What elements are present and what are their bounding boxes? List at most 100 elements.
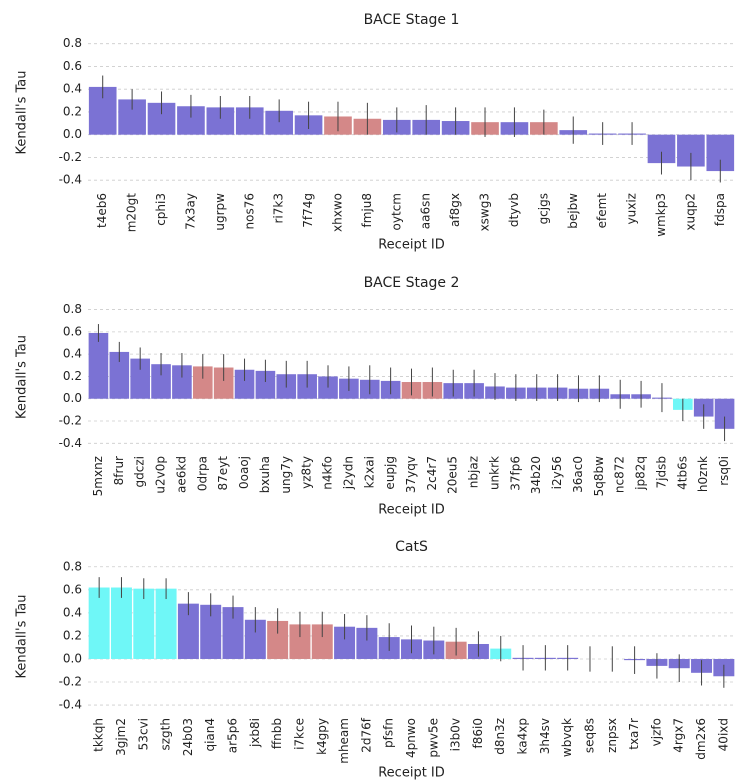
- x-tick-label: nc872: [613, 456, 627, 493]
- x-tick-label: 4tb6s: [675, 456, 689, 490]
- bar: [234, 369, 255, 399]
- x-tick-label: xhxwo: [330, 193, 344, 232]
- x-tick-label: xuqp2: [683, 193, 697, 231]
- x-tick-label: 24b03: [181, 718, 195, 756]
- y-tick-label: 0.0: [63, 127, 82, 141]
- x-tick-label: wbvqk: [560, 718, 574, 757]
- bar: [130, 358, 150, 399]
- x-tick-label: bxuha: [258, 456, 272, 493]
- bar: [88, 587, 110, 659]
- x-tick-label: k2xai: [362, 456, 376, 488]
- x-tick-label: 36ac0: [571, 456, 585, 493]
- x-tick-label: ka4xp: [516, 718, 530, 754]
- x-tick-label: gdczi: [133, 456, 147, 487]
- x-tick-label: ri7k3: [272, 193, 286, 224]
- x-tick-label: qian4: [203, 718, 217, 752]
- x-tick-label: ar5p6: [226, 718, 240, 753]
- bar: [200, 604, 222, 659]
- x-tick-label: 0drpa: [195, 456, 209, 491]
- x-tick-label: yuxiz: [625, 193, 639, 224]
- x-tick-label: wmkp3: [654, 193, 668, 237]
- x-tick-label: seq8s: [582, 718, 596, 753]
- x-tick-label: 5mxnz: [91, 456, 105, 496]
- x-tick-label: 87eyt: [216, 456, 230, 491]
- bar: [172, 365, 192, 399]
- x-tick-label: 4pnwo: [404, 718, 418, 758]
- x-tick-label: t4eb6: [95, 193, 109, 228]
- x-tick-label: 5q8bw: [592, 456, 606, 497]
- bar: [155, 588, 177, 659]
- y-tick-label: -0.2: [59, 150, 82, 164]
- x-tick-label: 7f74g: [301, 193, 315, 228]
- x-tick-label: cphi3: [154, 193, 168, 226]
- x-tick-label: u2v0p: [154, 456, 168, 494]
- y-tick-label: -0.4: [59, 436, 82, 450]
- bar: [222, 607, 244, 659]
- x-tick-label: txa7r: [627, 718, 641, 750]
- y-tick-label: 0.6: [63, 59, 82, 73]
- x-tick-label: i7kce: [292, 718, 306, 750]
- x-tick-label: ae6kd: [174, 456, 188, 493]
- y-tick-label: -0.2: [59, 414, 82, 428]
- bar: [151, 364, 171, 399]
- x-tick-label: jxb8i: [248, 718, 262, 748]
- y-tick-label: 0.6: [63, 324, 82, 338]
- x-tick-label: 0oaoj: [237, 456, 251, 489]
- bar: [311, 624, 333, 659]
- x-tick-label: fdspa: [713, 193, 727, 226]
- x-tick-label: unkrk: [487, 456, 501, 490]
- x-tick-label: 4rgx7: [672, 718, 686, 753]
- x-axis-label: Receipt ID: [378, 766, 445, 781]
- bar: [714, 398, 735, 429]
- y-tick-label: 0.2: [63, 628, 82, 642]
- y-tick-label: 0.8: [63, 302, 82, 316]
- bar: [265, 110, 293, 135]
- chart-title: BACE Stage 1: [364, 12, 460, 28]
- y-tick-label: 0.8: [63, 559, 82, 573]
- x-tick-label: eupjg: [383, 456, 397, 490]
- bar: [289, 624, 311, 659]
- x-tick-label: 2d76f: [359, 717, 373, 753]
- x-tick-label: 2c4r7: [425, 456, 439, 490]
- y-axis-label: Kendall's Tau: [15, 594, 30, 678]
- x-tick-label: efemt: [595, 193, 609, 229]
- x-tick-label: nbjaz: [467, 456, 481, 488]
- y-tick-label: 0.4: [63, 347, 82, 361]
- x-tick-label: h0znk: [696, 456, 710, 492]
- y-tick-label: -0.4: [59, 698, 82, 712]
- x-tick-label: af8gx: [448, 193, 462, 227]
- x-tick-label: szgth: [159, 718, 173, 750]
- bar: [267, 620, 289, 659]
- x-tick-label: yz8ty: [300, 456, 314, 489]
- x-tick-label: i3b0v: [449, 718, 463, 751]
- x-tick-label: mheam: [337, 718, 351, 764]
- y-tick-label: 0.4: [63, 605, 82, 619]
- x-tick-label: m20gt: [125, 193, 139, 233]
- y-tick-label: -0.2: [59, 675, 82, 689]
- x-tick-label: jp82q: [634, 456, 648, 491]
- chart-title: CatS: [395, 539, 428, 555]
- x-tick-label: 3gjm2: [114, 718, 128, 756]
- bar: [88, 332, 109, 399]
- x-tick-label: j2ydn: [341, 456, 355, 490]
- x-tick-label: f86i0: [471, 718, 485, 748]
- x-tick-label: 3h4sv: [538, 718, 552, 754]
- x-tick-label: 7jdsb: [654, 456, 668, 488]
- x-tick-label: rsq0i: [717, 456, 731, 486]
- x-tick-label: ffnbb: [270, 718, 284, 749]
- bar: [192, 366, 213, 399]
- bar: [356, 627, 378, 659]
- bar: [334, 626, 356, 659]
- x-tick-label: 37yqv: [404, 456, 418, 493]
- bar: [244, 619, 266, 659]
- x-tick-label: 34b20: [529, 456, 543, 494]
- bar: [110, 587, 132, 659]
- x-tick-label: k4gpy: [315, 718, 329, 755]
- x-tick-label: 8frur: [112, 456, 126, 485]
- x-tick-label: dm2x6: [694, 718, 708, 760]
- x-tick-label: tkkqh: [92, 718, 106, 752]
- x-tick-label: ugrpw: [213, 193, 227, 231]
- bar: [177, 603, 199, 659]
